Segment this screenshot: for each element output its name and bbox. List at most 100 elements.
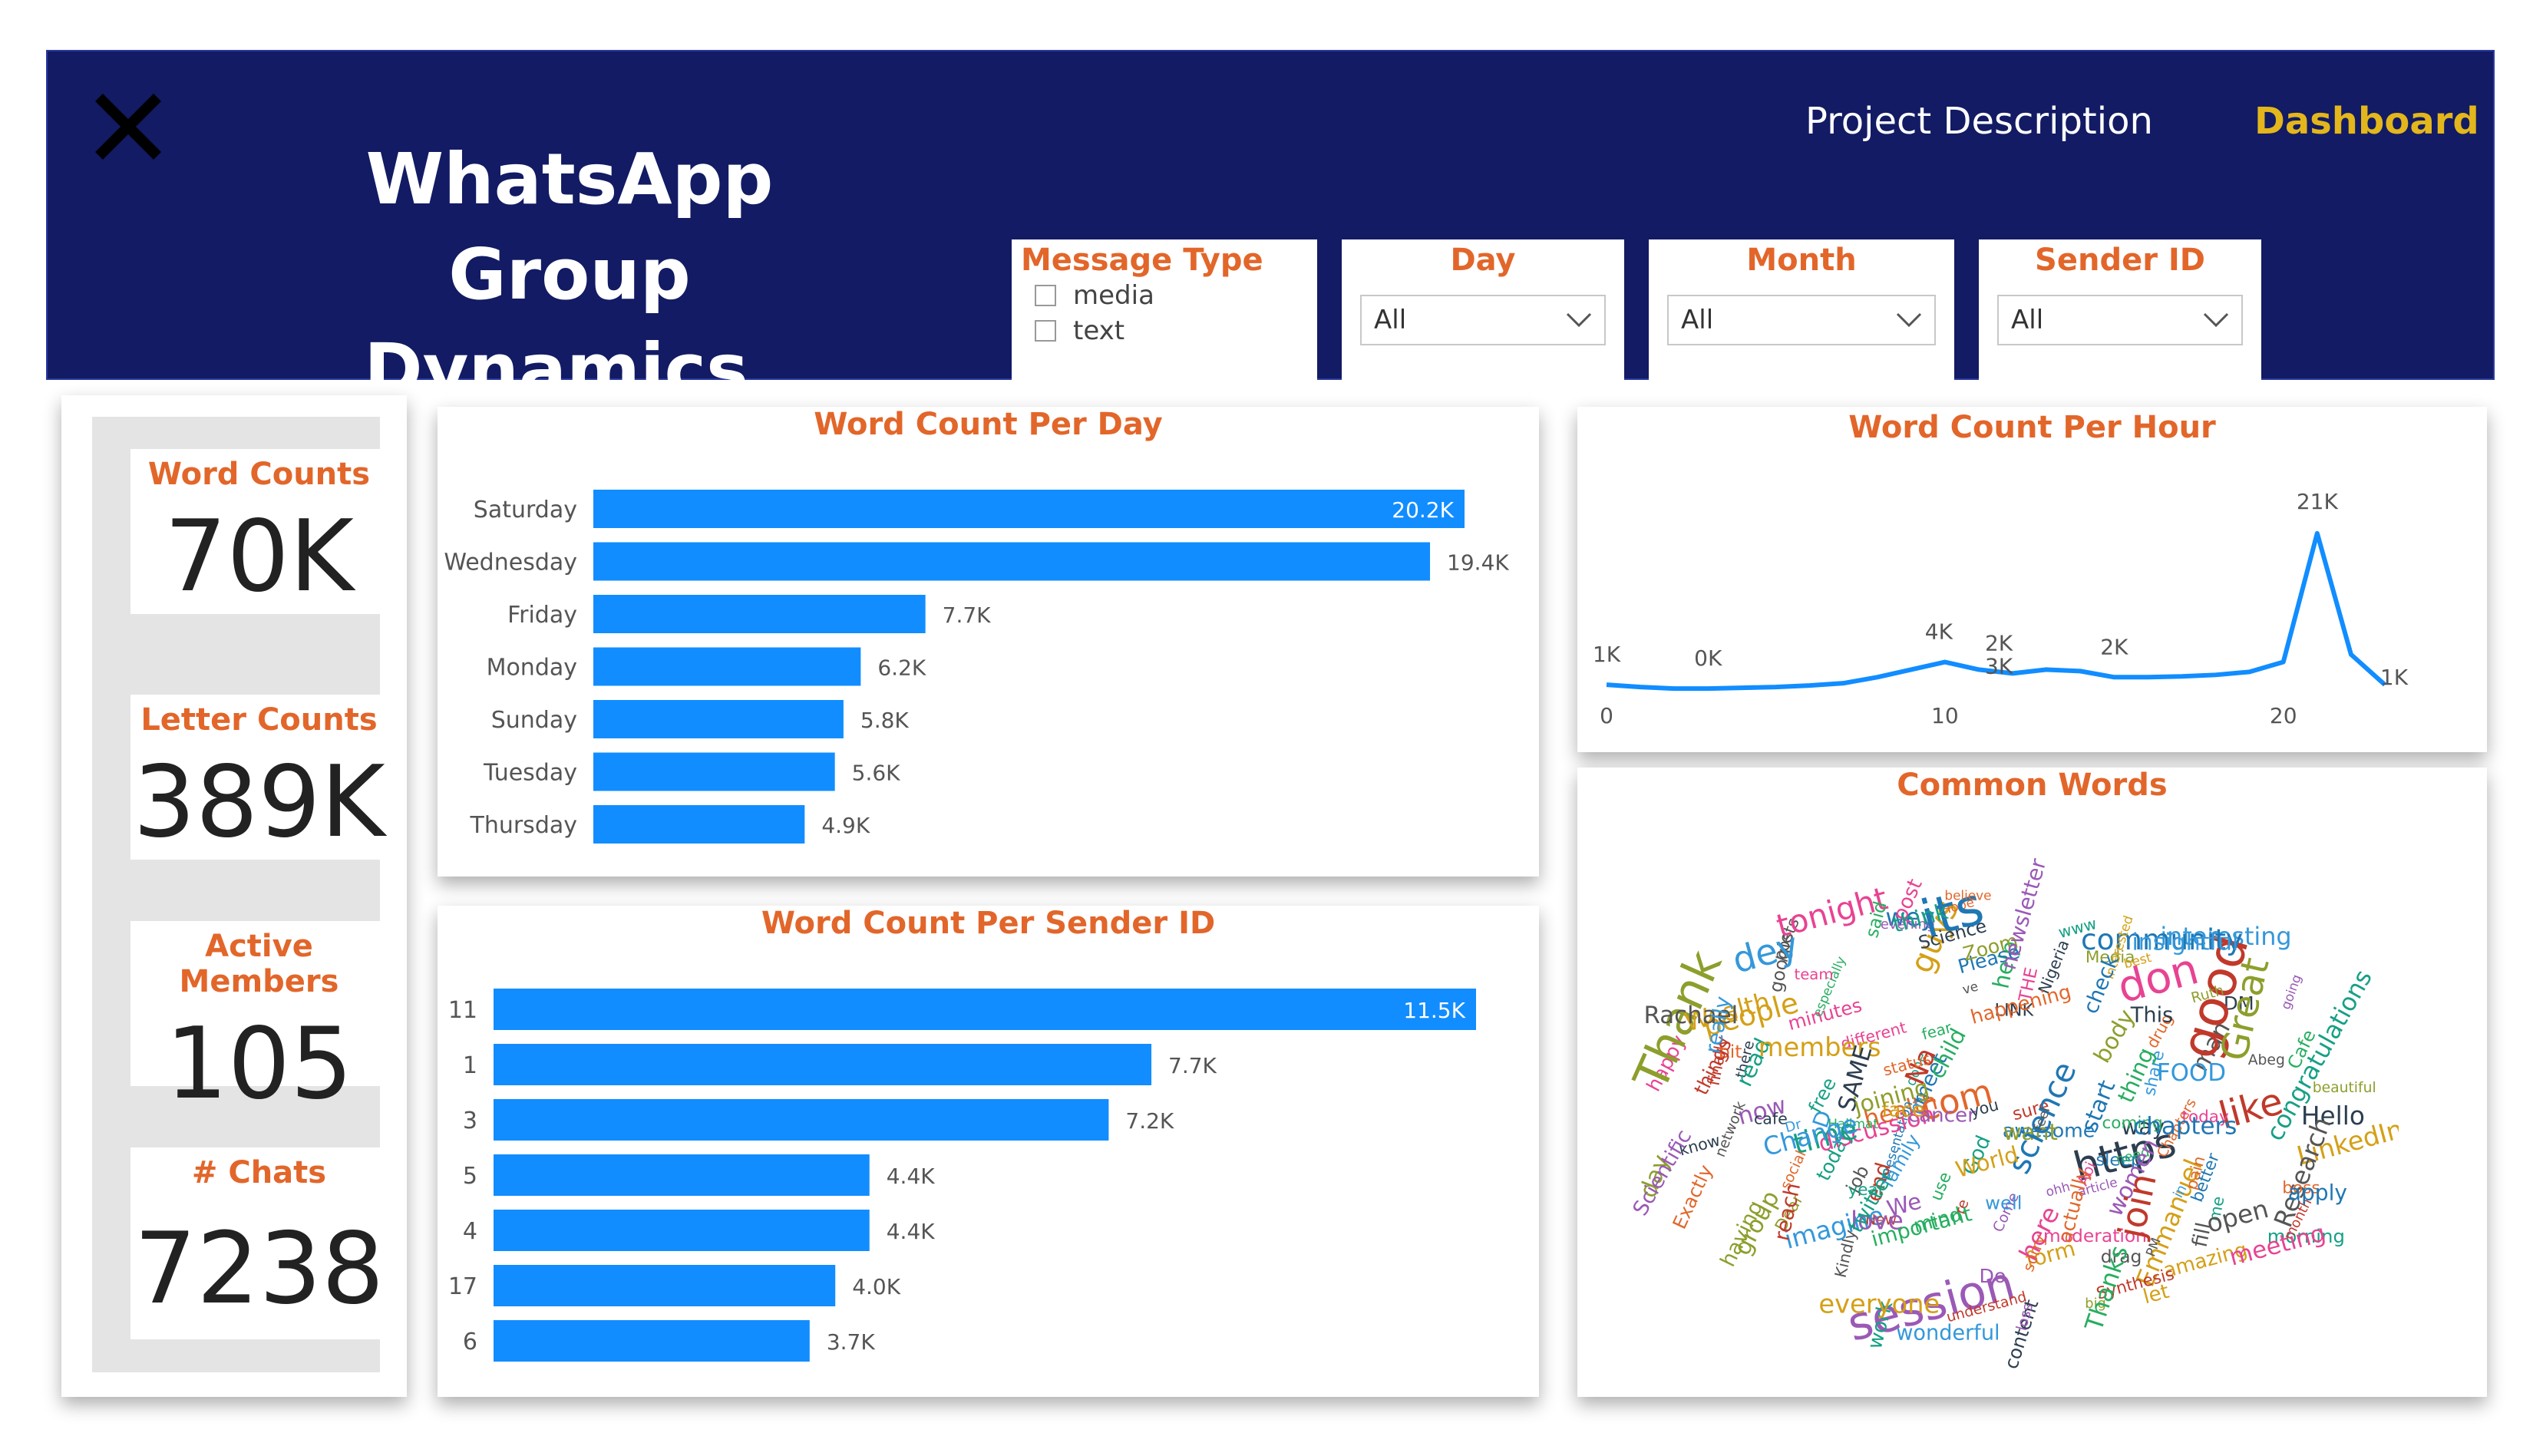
chart-title: Word Count Per Sender ID: [761, 906, 1216, 941]
word-cloud-word: ve: [1960, 978, 1980, 997]
word-cloud-word: DM: [2224, 992, 2254, 1014]
kpi-label: # Chats: [191, 1155, 327, 1190]
word-count-per-sender-panel: Word Count Per Sender ID 11 11.5K 1 7.7K 3 7.…: [438, 906, 1539, 1397]
day-dropdown[interactable]: All: [1360, 295, 1606, 345]
category-label: 1: [463, 1052, 477, 1079]
message-type-title: Message Type: [1021, 243, 1263, 278]
word-cloud-word: going: [2277, 972, 2304, 1012]
checkbox[interactable]: [1035, 285, 1056, 306]
bar[interactable]: [494, 1265, 836, 1306]
category-label: 11: [448, 997, 477, 1024]
data-label: 7.7K: [1168, 1053, 1217, 1078]
word-cloud-word: big: [2085, 1296, 2106, 1312]
checkbox[interactable]: [1035, 320, 1056, 342]
x-tick-label: 20: [2270, 703, 2297, 728]
word-cloud-word: year: [1848, 1180, 1885, 1200]
word-cloud-word: coming: [2102, 1114, 2162, 1133]
data-label: 20.2K: [1392, 497, 1454, 523]
word-cloud-word: believe: [1944, 887, 1991, 903]
word-cloud-word: wonderful: [1896, 1321, 2000, 1345]
bar[interactable]: [494, 1154, 870, 1196]
series-line[interactable]: [1606, 530, 2387, 692]
common-words-panel: Common Words network health session D Halima…: [1577, 768, 2487, 1397]
message-type-slicer: Message Type media text: [1012, 239, 1317, 380]
word-cloud-word: apply: [2288, 1180, 2347, 1205]
word-cloud-word: awesome: [2003, 1119, 2095, 1141]
message-type-option-media[interactable]: media: [1012, 278, 1317, 313]
word-cloud-word: interesting: [2160, 922, 2291, 951]
sender-slicer: Sender ID All: [1979, 239, 2261, 380]
word-cloud-word: community: [2081, 923, 2243, 956]
nav-project-description[interactable]: Project Description: [1805, 100, 2153, 143]
chart-title: Word Count Per Day: [814, 407, 1163, 442]
category-label: Monday: [487, 655, 577, 682]
word-cloud: network healthsessionDHalimatEmmanuelfina…: [1623, 856, 2399, 1372]
bar[interactable]: [593, 542, 1431, 581]
sender-dropdown-value: All: [2011, 305, 2044, 335]
data-label: 5.6K: [852, 761, 901, 786]
bar[interactable]: [593, 752, 835, 791]
page-title-line1: WhatsApp Group: [365, 138, 774, 315]
close-icon[interactable]: [90, 88, 167, 165]
word-cloud-word: newsletter: [1996, 856, 2052, 972]
kpi-value: 389K: [133, 745, 385, 860]
word-cloud-word: moderation: [2043, 1225, 2147, 1246]
bar[interactable]: [494, 1099, 1109, 1141]
word-cloud-word: boss: [2282, 1178, 2320, 1197]
kpi-word-counts: Word Counts 70K: [130, 449, 388, 614]
day-dropdown-value: All: [1374, 305, 1407, 335]
data-label: 0K: [1694, 645, 1722, 671]
word-cloud-word: fill: [2188, 1220, 2217, 1250]
month-dropdown[interactable]: All: [1667, 295, 1936, 345]
data-label: 2K: [1985, 630, 2013, 655]
bar[interactable]: [593, 805, 805, 844]
word-cloud-word: sleep: [2095, 1151, 2142, 1170]
word-cloud-word: New: [1865, 1213, 1897, 1229]
kpi-panel-inner: Word Counts 70K Letter Counts 389K Activ…: [92, 417, 388, 1372]
kpi-panel: Word Counts 70K Letter Counts 389K Activ…: [61, 395, 407, 1397]
bar[interactable]: [593, 490, 1465, 528]
sender-dropdown[interactable]: All: [1997, 295, 2243, 345]
category-label: 3: [463, 1108, 477, 1134]
bar[interactable]: [494, 989, 1476, 1030]
data-label: 4.9K: [821, 813, 870, 838]
data-label: 3K: [1985, 653, 2013, 678]
bar[interactable]: [593, 647, 861, 686]
page-title: WhatsApp Group Dynamics.: [270, 132, 869, 418]
kpi-letter-counts: Letter Counts 389K: [130, 695, 388, 860]
kpi-value: 7238: [134, 1212, 385, 1326]
word-cloud-word: Do: [1979, 1265, 2006, 1287]
word-cloud-word: today: [2182, 1108, 2229, 1127]
word-cloud-word: way: [2121, 1114, 2165, 1140]
chevron-down-icon: [2203, 312, 2229, 328]
kpi-active-members: Active Members 105: [130, 921, 388, 1121]
chart-title: Word Count Per Hour: [1848, 410, 2216, 445]
kpi-chats: # Chats 7238: [130, 1147, 388, 1339]
word-cloud-word: want: [2003, 1119, 2058, 1145]
nav-dashboard[interactable]: Dashboard: [2254, 100, 2479, 143]
bar[interactable]: [593, 595, 926, 633]
kpi-value: 70K: [164, 500, 354, 614]
data-label: 1K: [2380, 665, 2409, 690]
message-type-option-text[interactable]: text: [1012, 313, 1317, 348]
category-label: 17: [448, 1273, 477, 1300]
kpi-label: Letter Counts: [140, 702, 378, 738]
bar[interactable]: [494, 1210, 870, 1251]
word-cloud-word: insightful: [2132, 929, 2238, 956]
bar[interactable]: [593, 700, 844, 738]
chevron-down-icon: [1896, 312, 1922, 328]
data-label: 5.8K: [860, 708, 910, 733]
kpi-value: 105: [165, 1007, 353, 1121]
kpi-label: Active Members: [179, 929, 339, 999]
page-title-line2: Dynamics.: [364, 329, 775, 411]
word-cloud-word: free: [1804, 1074, 1841, 1117]
data-label: 2K: [2100, 634, 2128, 659]
word-cloud-word: Media: [2086, 948, 2135, 967]
bar[interactable]: [494, 1320, 810, 1362]
data-label: 7.7K: [943, 603, 992, 628]
word-count-per-day-panel: Word Count Per Day Saturday 20.2K Wednesda…: [438, 407, 1539, 877]
x-tick-label: 10: [1931, 703, 1959, 728]
word-cloud-word: everyone: [1818, 1289, 1940, 1319]
bar[interactable]: [494, 1044, 1152, 1085]
data-label: 4.4K: [887, 1219, 936, 1244]
